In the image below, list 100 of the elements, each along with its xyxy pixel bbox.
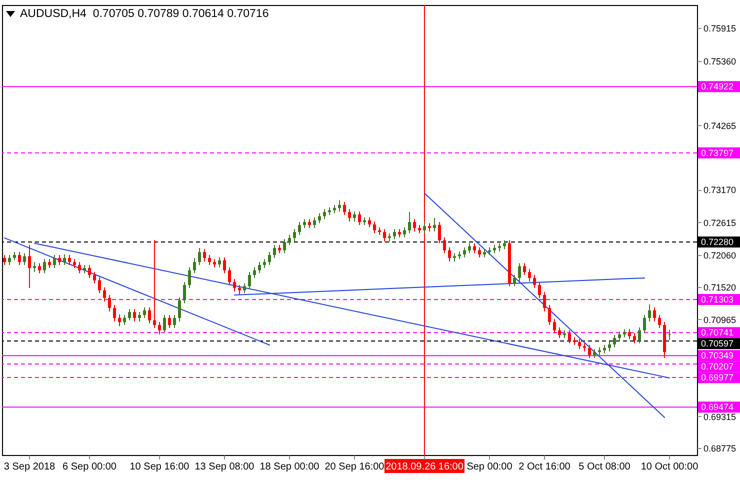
- x-tick-label: 18 Sep 00:00: [260, 462, 320, 472]
- candlestick: [183, 282, 186, 304]
- candlestick: [193, 257, 196, 274]
- candlestick: [343, 202, 346, 216]
- candlestick: [178, 296, 181, 322]
- candlestick: [208, 254, 211, 266]
- ref-line-label: 0.69977: [701, 372, 734, 383]
- candlestick: [538, 282, 541, 298]
- x-tick-label: 3 Sep 2018: [4, 462, 56, 472]
- candlestick: [443, 236, 446, 254]
- candlestick: [613, 334, 616, 348]
- candlestick: [103, 286, 106, 302]
- candlestick: [468, 242, 471, 254]
- candlestick: [108, 294, 111, 312]
- candlestick: [98, 276, 101, 294]
- x-tick-label: 6 Sep 00:00: [62, 462, 117, 472]
- candlestick: [433, 217, 436, 232]
- candlestick: [323, 208, 326, 220]
- candlestick: [243, 282, 246, 294]
- candlestick: [413, 218, 416, 232]
- ref-line-label: 0.73797: [701, 148, 734, 158]
- candlestick: [473, 242, 476, 254]
- candlestick: [423, 222, 426, 234]
- candlestick: [393, 228, 396, 240]
- ref-line-label: 0.70207: [701, 362, 734, 372]
- candlestick: [288, 234, 291, 246]
- candlestick: [643, 314, 646, 334]
- candlestick: [53, 254, 56, 268]
- candlestick: [143, 306, 146, 318]
- candlestick: [338, 200, 341, 212]
- candlestick: [558, 326, 561, 338]
- candlestick: [523, 262, 526, 276]
- y-tick-label: 0.72615: [704, 218, 736, 228]
- candlestick: [403, 226, 406, 238]
- candlestick: [253, 266, 256, 278]
- candlestick: [223, 256, 226, 274]
- ref-line-label: 0.70349: [701, 350, 734, 361]
- candlestick: [658, 314, 661, 328]
- candlestick: [518, 262, 521, 282]
- x-tick-label: 5 Oct 08:00: [578, 462, 631, 472]
- y-tick-label: 0.70965: [704, 314, 736, 325]
- candlestick: [8, 254, 11, 266]
- candlestick: [38, 262, 41, 274]
- candlestick: [588, 344, 591, 358]
- x-tick-label: 13 Sep 08:00: [194, 462, 255, 472]
- y-tick-label: 0.73170: [704, 185, 736, 196]
- candlestick: [158, 322, 161, 335]
- candlestick: [568, 330, 571, 344]
- candlestick: [173, 314, 176, 328]
- candlestick: [638, 326, 641, 344]
- candlestick: [513, 274, 516, 287]
- y-tick-label: 0.74265: [704, 120, 736, 131]
- candlestick: [313, 216, 316, 228]
- x-tick-label: 20 Sep 16:00: [324, 462, 385, 472]
- candlestick: [553, 318, 556, 334]
- candlestick: [93, 272, 96, 284]
- candlestick: [353, 210, 356, 222]
- x-tick-label: 2018.09.26 16:00: [386, 462, 464, 472]
- candlestick: [58, 254, 61, 266]
- ref-line-label: 0.71303: [701, 294, 734, 305]
- candlestick: [238, 284, 241, 295]
- x-tick-label: 10 Sep 16:00: [130, 462, 190, 472]
- candlestick: [233, 278, 236, 292]
- candlestick: [348, 208, 351, 222]
- candlestick: [248, 272, 251, 290]
- candlestick: [43, 258, 46, 274]
- candlestick: [383, 228, 386, 242]
- candlestick: [23, 252, 26, 266]
- y-tick-label: 0.72060: [704, 250, 736, 260]
- y-tick-label: 0.69315: [704, 412, 736, 422]
- candlestick: [373, 220, 376, 234]
- candlestick: [258, 262, 261, 274]
- candlestick: [148, 306, 151, 324]
- ref-line-label: 0.70741: [701, 328, 734, 338]
- candlestick: [533, 274, 536, 288]
- candlestick: [28, 244, 31, 288]
- x-tick-label: 10 Oct 00:00: [640, 462, 699, 472]
- candlestick: [273, 244, 276, 258]
- candlestick: [633, 332, 636, 344]
- candlestick: [408, 212, 411, 234]
- candlestick: [78, 262, 81, 274]
- candlestick: [528, 268, 531, 282]
- candlestick: [228, 266, 231, 286]
- candlestick: [438, 222, 441, 244]
- ref-line-label: 0.70597: [701, 338, 734, 349]
- candlestick: [133, 308, 136, 322]
- candlestick: [3, 254, 6, 266]
- y-tick-label: 0.68775: [704, 444, 736, 454]
- candlestick: [368, 216, 371, 228]
- candlestick: [283, 238, 286, 254]
- candlestick: [153, 240, 156, 328]
- candlestick: [268, 252, 271, 266]
- x-tick-label: Sep 00:00: [466, 462, 513, 472]
- candlestick: [448, 246, 451, 262]
- candlestick: [543, 292, 546, 312]
- candlestick: [293, 228, 296, 242]
- candlestick: [68, 254, 71, 266]
- candlestick: [618, 330, 621, 342]
- candlestick: [478, 246, 481, 258]
- candlestick: [608, 340, 611, 352]
